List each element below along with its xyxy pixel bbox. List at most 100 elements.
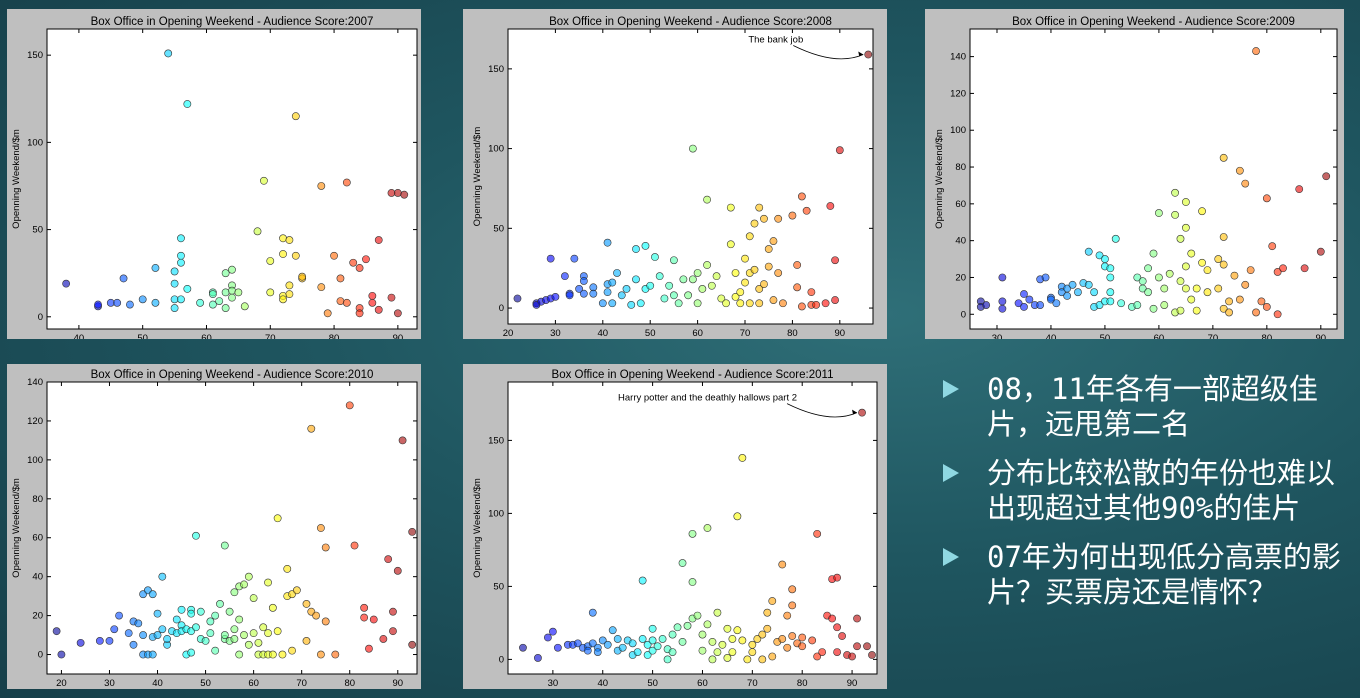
y-tick-label: 150 xyxy=(488,64,504,75)
bullet-text: 07年为何出现低分高票的影片？买票房还是情怀？ xyxy=(987,540,1341,609)
data-point xyxy=(211,646,220,655)
data-point xyxy=(573,639,582,648)
x-tick-label: 50 xyxy=(200,678,211,689)
data-point xyxy=(731,269,740,277)
data-point xyxy=(651,253,659,261)
data-point xyxy=(670,256,678,265)
data-point xyxy=(336,297,345,305)
data-point xyxy=(1154,209,1163,217)
data-point xyxy=(291,251,300,260)
y-tick-label: 50 xyxy=(32,225,43,236)
data-point xyxy=(349,258,358,267)
y-tick-label: 100 xyxy=(27,455,43,466)
data-point xyxy=(743,655,752,664)
data-point xyxy=(1106,273,1115,282)
data-point xyxy=(643,640,652,649)
data-point xyxy=(1241,179,1250,188)
data-point xyxy=(763,624,772,633)
data-point xyxy=(831,256,839,265)
data-point xyxy=(1187,249,1196,258)
data-point xyxy=(240,580,248,589)
data-point xyxy=(355,309,364,318)
data-point xyxy=(244,572,253,581)
data-point xyxy=(698,285,707,293)
y-tick-label: 60 xyxy=(32,533,43,544)
data-point xyxy=(374,236,383,244)
data-point xyxy=(670,291,678,300)
data-point xyxy=(177,234,185,243)
data-point xyxy=(1074,288,1082,297)
x-tick-label: 70 xyxy=(296,678,307,689)
data-point xyxy=(374,305,383,314)
data-point xyxy=(668,630,677,639)
data-point xyxy=(163,635,172,643)
data-point xyxy=(519,643,527,652)
data-point xyxy=(760,280,768,289)
data-point xyxy=(1036,301,1045,309)
data-point xyxy=(408,527,417,536)
data-point xyxy=(110,625,119,634)
data-point xyxy=(268,650,277,659)
data-point xyxy=(1154,273,1163,282)
data-point xyxy=(302,600,311,608)
data-point xyxy=(1138,284,1147,293)
y-tick-label: 100 xyxy=(950,125,966,136)
data-point xyxy=(703,620,712,629)
data-point xyxy=(1219,260,1228,269)
data-point xyxy=(793,261,802,269)
data-point xyxy=(693,269,702,277)
x-tick-label: 30 xyxy=(548,678,559,689)
y-tick-label: 0 xyxy=(38,650,43,661)
data-point xyxy=(134,619,143,628)
data-point xyxy=(183,284,192,293)
triangle-bullet-icon xyxy=(943,380,959,398)
data-point xyxy=(658,635,667,643)
data-point xyxy=(365,644,373,653)
data-point xyxy=(1025,295,1034,304)
x-tick-label: 90 xyxy=(1316,333,1327,339)
annotation-arrow xyxy=(786,403,858,418)
data-point xyxy=(355,264,364,272)
data-point xyxy=(560,272,569,281)
data-point xyxy=(148,590,157,599)
data-point xyxy=(688,275,697,284)
data-point xyxy=(741,254,749,263)
data-point xyxy=(638,635,647,643)
data-point xyxy=(360,613,369,622)
data-point xyxy=(717,294,726,303)
data-point xyxy=(608,299,617,308)
data-point xyxy=(1144,288,1153,297)
data-point xyxy=(998,273,1007,282)
plot-area xyxy=(507,381,878,675)
data-point xyxy=(579,277,588,285)
data-point xyxy=(317,283,326,292)
x-tick-label: 60 xyxy=(1154,333,1165,339)
data-point xyxy=(153,609,162,618)
data-point xyxy=(793,283,802,292)
data-point xyxy=(177,605,186,614)
data-point xyxy=(170,279,179,288)
data-point xyxy=(408,640,417,649)
chart-panel-2010: Box Office in Opening Weekend - Audience… xyxy=(7,364,421,689)
data-point xyxy=(139,631,148,639)
data-point xyxy=(808,636,817,645)
x-tick-label: 80 xyxy=(344,678,355,689)
chart-title: Box Office in Opening Weekend - Audience… xyxy=(552,369,834,381)
data-point xyxy=(206,617,215,626)
data-point xyxy=(1106,288,1115,297)
data-point xyxy=(632,275,640,284)
data-point xyxy=(177,295,185,304)
data-point xyxy=(750,219,759,228)
bullet-item: 分布比较松散的年份也难以出现超过其他90%的佳片 xyxy=(935,456,1355,526)
data-point xyxy=(291,112,300,121)
y-axis-label: Openning Weekend/$m xyxy=(934,129,945,229)
data-point xyxy=(196,607,205,616)
data-point xyxy=(698,630,707,639)
plot-area xyxy=(46,28,418,330)
data-point xyxy=(76,638,85,647)
data-point xyxy=(389,607,397,616)
data-point xyxy=(638,576,647,585)
data-point xyxy=(598,299,607,308)
data-point xyxy=(201,637,210,645)
data-point xyxy=(741,278,749,287)
